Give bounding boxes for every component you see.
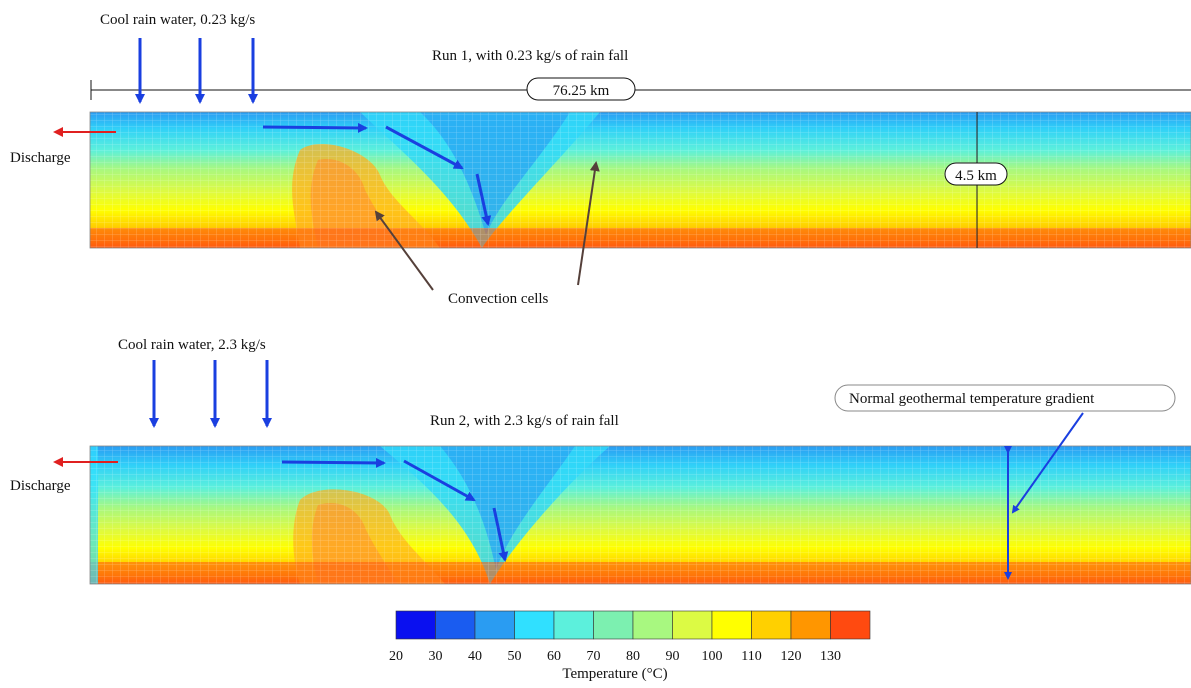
legend-swatches [395,610,871,640]
run1-mesh-grid [90,112,1191,248]
legend-swatch [790,610,831,640]
run2-flow-arrow [492,507,509,562]
legend-tick-label: 100 [702,649,723,664]
legend-tick-label: 40 [468,649,482,664]
legend-tick-label: 50 [508,649,522,664]
run2-mesh-grid [90,446,1191,584]
run1-panel: Cool rain water, 0.23 kg/s Run 1, with 0… [10,12,1191,307]
run1-depth-label: 4.5 km [955,168,997,184]
run1-flow-arrow [385,125,464,170]
legend-ticks: 20 30 40 50 60 70 80 90 100 110 120 130 [389,649,841,664]
legend-tick-label: 90 [666,649,680,664]
legend-tick-label: 20 [389,649,403,664]
legend-swatch [474,610,515,640]
run2-annotation-label: Normal geothermal temperature gradient [849,391,1095,407]
run1-discharge-label: Discharge [10,150,71,166]
legend-tick-label: 120 [781,649,802,664]
run2-flow-arrow [403,459,476,502]
legend-swatch [593,610,634,640]
run1-annotation-arrow [374,210,434,291]
legend-swatch [672,610,713,640]
legend-swatch [632,610,673,640]
run2-annotation-box [834,384,1176,412]
legend-tick-label: 30 [429,649,443,664]
run2-title: Run 2, with 2.3 kg/s of rain fall [430,413,619,429]
run2-panel-border [89,445,1191,585]
run1-title: Run 1, with 0.23 kg/s of rain fall [432,48,628,64]
legend-swatch [751,610,792,640]
run2-discharge-label: Discharge [10,478,71,494]
legend-swatch [830,610,871,640]
run1-annotation-label: Convection cells [448,291,549,307]
run2-panel: Cool rain water, 2.3 kg/s Run 2, with 2.… [10,337,1191,585]
run2-annotation-arrow [1011,412,1084,514]
legend-title: Temperature (°C) [562,666,667,682]
run2-temperature-field [90,446,1191,584]
run2-flow-arrow [281,457,386,468]
legend-swatch [435,610,476,640]
run1-rain-label: Cool rain water, 0.23 kg/s [100,12,255,28]
legend-swatch [553,610,594,640]
run1-depth-label-box [944,162,1008,186]
run1-flow-arrow [475,173,492,226]
legend-swatch [711,610,752,640]
run1-flow-arrow [262,122,368,133]
legend-tick-label: 110 [741,649,761,664]
legend-tick-label: 130 [820,649,841,664]
legend-tick-label: 70 [587,649,601,664]
legend-tick-label: 80 [626,649,640,664]
run1-annotation-arrow [577,161,600,286]
legend-swatch [514,610,555,640]
run1-width-label-box [526,77,636,101]
temperature-legend: 20 30 40 50 60 70 80 90 100 110 120 130 Temperature… [389,610,871,682]
run1-panel-border [89,111,1191,249]
legend-tick-label: 60 [547,649,561,664]
run1-width-label: 76.25 km [553,83,610,99]
legend-swatch [395,610,436,640]
run2-rain-label: Cool rain water, 2.3 kg/s [118,337,266,353]
run1-temperature-field [90,112,1191,248]
